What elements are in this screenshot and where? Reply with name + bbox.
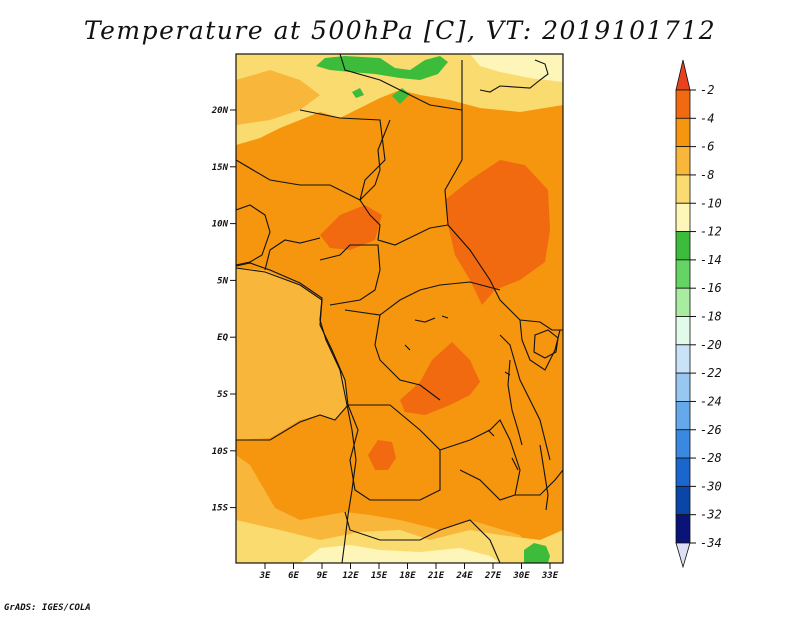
warm-patch-east [445, 160, 550, 305]
north-cool-field [236, 54, 563, 145]
colorbar-label: -26 [700, 423, 722, 437]
colorbar-label: -16 [700, 281, 722, 295]
x-tick-label: 12E [342, 571, 359, 581]
chart-title: Temperature at 500hPa [C], VT: 201910171… [83, 16, 717, 45]
y-tick-label: 5S [217, 390, 228, 400]
colorbar-cell [675, 146, 691, 176]
coastline-west [236, 262, 357, 563]
northwest-ocean-field [236, 70, 320, 125]
colorbar-label: -10 [700, 196, 722, 210]
colorbar-cell [675, 401, 691, 431]
colorbar-label: -34 [700, 536, 722, 550]
colorbar-label: -8 [700, 168, 714, 182]
colorbar-cell [675, 117, 691, 148]
x-tick-label: 15E [371, 571, 388, 581]
colorbar-label: -30 [700, 479, 722, 493]
green-patch-north [316, 56, 448, 80]
colorbar-cell [675, 231, 691, 261]
lake-malawi [539, 444, 549, 511]
colorbar-cell [675, 287, 691, 317]
colorbar-cell [675, 514, 691, 544]
x-tick-label: 3E [259, 571, 271, 581]
colorbar-cell [675, 174, 691, 204]
green-patch-south [524, 543, 550, 563]
y-tick-label: 5N [217, 276, 228, 286]
colorbar-cell [675, 259, 691, 289]
x-axis: 3E 6E 9E 12E 15E 18E 21E 24E 27E 30E 33E [259, 563, 559, 581]
colorbar-label: -24 [700, 394, 722, 408]
green-patch-small [352, 88, 410, 104]
x-tick-label: 6E [288, 571, 299, 581]
colorbar-label: -2 [700, 83, 714, 97]
y-tick-label: EQ [217, 333, 228, 343]
colorbar-cell [675, 372, 691, 402]
colorbar-cell [675, 429, 691, 459]
colorbar-label: -28 [700, 451, 722, 465]
country-borders [236, 54, 563, 563]
colorbar-label: -32 [700, 508, 722, 522]
colorbar-bottom-arrow [675, 542, 691, 569]
map-frame [235, 53, 564, 564]
colorbar-label: -12 [700, 225, 722, 239]
warm-patch-congo [400, 342, 480, 415]
colorbar-cell [675, 316, 691, 346]
lake-victoria [533, 329, 559, 359]
x-tick-label: 30E [512, 571, 530, 581]
warm-patch-central [320, 205, 382, 250]
y-tick-label: 10S [212, 447, 229, 457]
colorbar-label: -18 [700, 310, 722, 324]
colorbar-cell [675, 457, 691, 487]
y-axis: 20N 15N 10N 5N EQ 5S 10S 15S [211, 106, 236, 514]
colorbar-label: -22 [700, 366, 722, 380]
colorbar-label: -6 [700, 140, 714, 154]
northern-coolest-patch [470, 54, 563, 82]
colorbar-label: -20 [700, 338, 722, 352]
colorbar-label: -14 [700, 253, 722, 267]
colorbar-cell [675, 344, 691, 374]
grads-credit: GrADS: IGES/COLA [4, 603, 91, 613]
x-tick-label: 33E [541, 571, 559, 581]
y-tick-label: 20N [211, 106, 229, 116]
map-panel [236, 54, 563, 563]
colorbar: -2 -4 -6 -8 -10 -12 -14 -16 -18 -20 -22 -24 -26 -28 -3… [675, 59, 722, 569]
lake-tanganyika [507, 359, 523, 446]
x-tick-label: 24E [455, 571, 473, 581]
colorbar-label: -4 [700, 111, 714, 125]
colorbar-cell [675, 485, 691, 516]
x-tick-label: 18E [399, 571, 416, 581]
warm-patch-angola [368, 440, 396, 470]
colorbar-top-arrow [675, 59, 691, 91]
y-tick-label: 15N [212, 163, 229, 173]
y-tick-label: 15S [212, 504, 229, 514]
x-tick-label: 27E [484, 571, 502, 581]
y-tick-label: 10N [212, 220, 229, 230]
x-tick-label: 21E [427, 571, 445, 581]
south-coolest-patch [300, 545, 500, 563]
colorbar-cell [675, 202, 691, 232]
x-tick-label: 9E [317, 571, 328, 581]
colorbar-cell [675, 89, 691, 119]
